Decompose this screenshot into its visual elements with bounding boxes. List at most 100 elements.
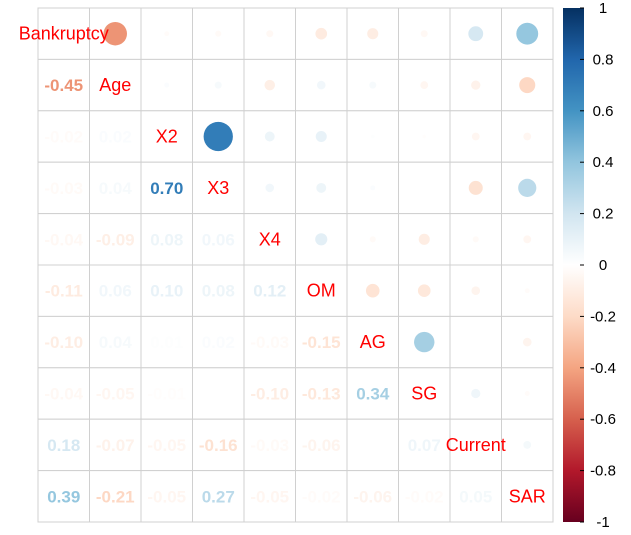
matrix-cell-2-0 [37,110,90,163]
corr-circle-x3-ag [370,185,376,191]
corr-circle-age-sg [420,81,429,90]
matrix-cell-4-4 [243,213,296,266]
corr-value-x3-x2: 0.70 [150,179,183,198]
matrix-cell-3-8 [449,161,502,215]
corr-value-current-bankruptcy: 0.18 [47,436,80,455]
corr-value-ag-x2: 0.01 [150,333,183,352]
corr-circle-age-current [471,80,481,90]
colorbar-tick-label: 0 [599,257,607,274]
matrix-cell-8-3 [192,418,245,472]
corr-circle-age-x2 [164,82,170,88]
corr-value-sg-bankruptcy: -0.04 [44,385,83,404]
corr-circle-bankruptcy-age [103,21,127,46]
matrix-cell-9-9 [501,470,554,523]
corr-circle-x4-current [472,236,479,243]
corr-value-current-sg: 0.07 [408,436,441,455]
matrix-cell-9-4 [243,470,296,523]
variable-labels: Bankruptcy Age X2 X3 X4 OM AG SG Current SAR [19,24,546,507]
corr-value-x3-bankruptcy: -0.03 [44,179,83,198]
corr-value-ag-bankruptcy: -0.10 [44,333,83,352]
corr-value-om-bankruptcy: -0.11 [45,282,83,301]
corr-value-ag-age: 0.04 [99,333,133,352]
matrix-cell-7-1 [89,367,142,420]
colorbar-tick-label: -1 [596,514,609,531]
corr-value-sg-age: -0.05 [96,385,135,404]
matrix-cell-9-3 [192,470,245,523]
matrix-cell-5-3 [192,264,245,317]
matrix-cell-6-6 [346,315,399,369]
corr-circle-x3-sar [518,178,537,197]
matrix-cell-6-3 [192,315,245,369]
corr-circle-ag-sar [522,337,532,347]
corr-circle-bankruptcy-sg [420,30,428,38]
matrix-cell-7-7 [398,367,451,420]
corr-circle-x3-sg [423,187,425,189]
corr-value-x3-age: 0.04 [99,179,133,198]
corr-circle-bankruptcy-x4 [266,30,274,38]
variable-label-sar: SAR [509,486,546,506]
corr-circle-sg-current [471,388,481,399]
matrix-cell-5-2 [140,264,193,317]
corr-circle-x2-ag [370,134,375,139]
matrix-cell-4-1 [89,213,142,266]
colorbar-tick-label: 0.4 [593,154,614,171]
corr-circle-x4-sg [418,233,430,245]
corr-circle-x3-current [468,180,483,195]
matrix-cell-8-2 [140,418,193,472]
matrix-cell-9-1 [89,470,142,523]
corr-value-sg-x4: -0.10 [250,385,289,404]
matrix-cell-4-2 [140,213,193,266]
matrix-cell-9-7 [398,470,451,523]
corr-circle-x4-om [315,233,328,246]
corr-circle-x2-x3 [203,121,233,152]
matrix-cell-8-0 [37,418,90,472]
matrix-cell-7-6 [346,367,399,420]
matrix-cell-0-0 [37,7,90,60]
matrix-cells [37,7,554,523]
corr-value-current-age: -0.07 [96,436,135,455]
matrix-cell-5-4 [243,264,296,317]
colorbar: 1 0.8 0.6 0.4 0.2 0 -0.2 -0.4 -0.6 -0.8 -1 [563,0,616,531]
colorbar-tick-label: -0.4 [590,360,616,377]
corr-circle-age-x4 [264,79,276,91]
corr-value-current-x3: -0.16 [199,436,238,455]
corr-value-sg-om: -0.13 [302,385,341,404]
variable-label-x3: X3 [207,178,229,198]
corr-value-sar-sg: -0.02 [405,487,444,506]
corr-circle-x2-x4 [264,131,275,142]
corr-value-sg-ag: 0.34 [356,385,390,404]
matrix-cell-7-3 [192,367,245,420]
corr-value-om-age: 0.06 [99,282,132,301]
corr-value-om-x3: 0.08 [202,282,235,301]
variable-label-ag: AG [360,332,386,352]
corr-circle-age-om [316,80,326,90]
variable-label-current: Current [446,435,506,455]
corr-circle-ag-current [475,341,477,343]
corr-value-sar-current: 0.05 [459,487,492,506]
corr-value-current-x2: -0.05 [147,436,186,455]
colorbar-tick-label: 0.6 [593,103,614,120]
corr-circle-x2-sar [523,132,532,141]
matrix-cell-2-2 [140,110,193,163]
corr-circle-age-ag [369,81,377,89]
corr-circle-bankruptcy-x3 [215,30,222,37]
variable-label-bankruptcy: Bankruptcy [19,24,109,44]
corr-circle-age-x3 [214,81,222,89]
matrix-cell-0-7 [398,7,451,60]
corr-value-sar-x2: -0.05 [147,487,186,506]
corr-circle-bankruptcy-om [315,27,328,40]
corr-circle-x2-sg [422,134,427,139]
corr-circle-x4-sar [523,235,532,244]
corr-circle-sg-sar [524,391,530,396]
corr-value-x4-x3: 0.06 [202,230,235,249]
corr-value-sar-om: -0.02 [302,487,341,506]
matrix-cell-7-5 [295,367,348,420]
matrix-cell-8-4 [243,418,296,472]
matrix-cell-7-2 [140,367,193,420]
corr-circle-ag-sg [414,331,435,353]
corr-circle-current-sar [523,440,532,449]
corr-value-sar-bankruptcy: 0.39 [47,487,80,506]
corr-value-current-x4: -0.03 [250,436,289,455]
variable-label-x2: X2 [156,127,178,147]
corr-circle-bankruptcy-sar [516,22,539,45]
